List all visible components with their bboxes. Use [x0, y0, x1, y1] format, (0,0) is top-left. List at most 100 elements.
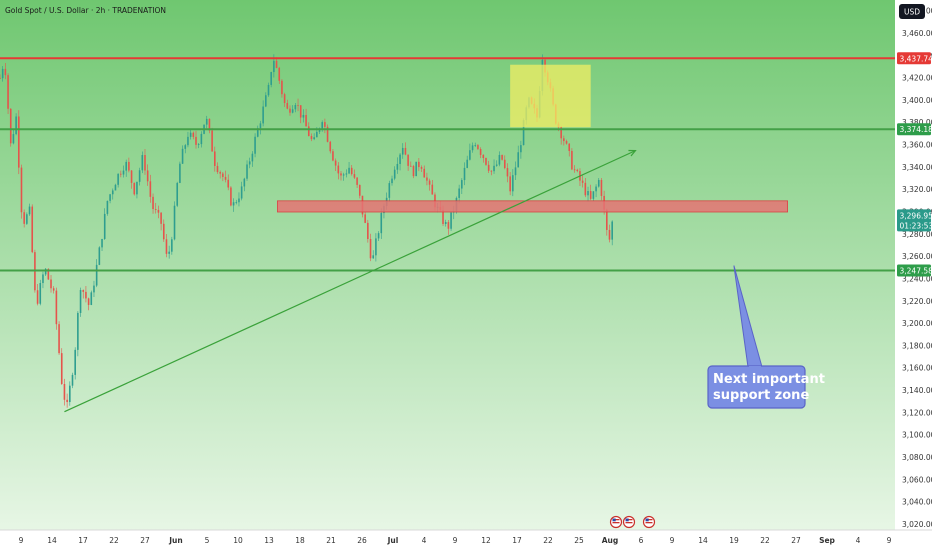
candle-body	[136, 181, 138, 195]
y-tick-label: 3,320.00	[902, 185, 932, 194]
candle-body	[189, 132, 192, 137]
x-tick-label: Jul	[387, 536, 399, 545]
candle-body	[565, 141, 568, 144]
time-axis[interactable]: 9 14 17 22 27 Jun 5 10 13 18 21 26 Jul 4 9 12 17 22 25 Aug 6…	[19, 536, 892, 545]
candle-body	[265, 95, 267, 107]
y-tick-label: 3,400.00	[902, 96, 932, 105]
candle-body	[316, 131, 318, 138]
events-layer[interactable]	[609, 515, 656, 529]
candle-body	[1, 68, 4, 79]
y-tick-label: 3,420.00	[902, 74, 932, 83]
candle-body	[506, 168, 509, 177]
trendline-layer[interactable]	[64, 149, 637, 413]
candle-body	[248, 161, 251, 165]
candle-body	[423, 168, 426, 178]
candle-body	[31, 206, 34, 253]
candle-body	[501, 154, 503, 160]
candle-body	[79, 290, 82, 313]
candle-body	[211, 130, 213, 152]
x-tick-label: 21	[326, 536, 336, 545]
candle-body	[152, 196, 154, 210]
candle-body	[278, 67, 281, 81]
candle-body	[291, 109, 294, 113]
candle-body	[342, 174, 345, 176]
candle-body	[444, 222, 447, 224]
time-axis-background	[0, 530, 932, 550]
candle-body	[95, 264, 98, 286]
us-flag-icon[interactable]	[622, 515, 636, 529]
candle-body	[466, 159, 468, 168]
candle-body	[157, 209, 160, 213]
y-tick-label: 3,020.00	[902, 520, 932, 529]
candle-body	[232, 202, 235, 206]
flag-stripe	[645, 519, 653, 521]
y-tick-label: 3,460.00	[902, 29, 932, 38]
candle-body	[12, 134, 15, 144]
flag-stripe	[625, 522, 633, 524]
x-tick-label: 5	[205, 536, 210, 545]
candle-body	[192, 132, 195, 137]
candle-body	[101, 238, 103, 248]
candle-body	[498, 154, 501, 165]
candle-body	[42, 274, 44, 284]
candle-body	[482, 154, 485, 158]
candle-body	[418, 161, 420, 168]
candle-body	[326, 126, 329, 142]
trendline[interactable]	[64, 150, 636, 413]
candle-body	[340, 173, 342, 176]
candle-body	[44, 268, 47, 275]
candle-body	[20, 167, 23, 213]
candle-body	[219, 172, 221, 174]
candle-body	[396, 163, 399, 170]
highlight-top[interactable]	[510, 64, 591, 128]
candle-body	[391, 178, 393, 184]
candle-body	[240, 186, 243, 199]
candle-body	[321, 122, 323, 129]
flag-stripe	[625, 519, 633, 521]
x-tick-label: 14	[698, 536, 708, 545]
candle-body	[197, 144, 200, 145]
candle-body	[426, 177, 428, 181]
candle-body	[98, 247, 101, 265]
candle-body	[600, 179, 603, 196]
candle-body	[243, 178, 246, 187]
flag-stripe	[645, 522, 653, 524]
candle-body	[77, 312, 79, 350]
candle-body	[52, 288, 55, 291]
us-flag-icon[interactable]	[642, 515, 656, 529]
svg-text:USD: USD	[904, 8, 920, 17]
x-tick-label: 22	[543, 536, 553, 545]
candle-body	[458, 188, 460, 198]
candle-body	[82, 290, 85, 292]
candle-body	[90, 292, 93, 305]
candle-body	[393, 169, 396, 179]
candle-body	[23, 212, 25, 224]
zones-layer	[277, 64, 789, 213]
candle-body	[60, 353, 63, 384]
currency-button[interactable]: USD	[899, 4, 925, 19]
candle-body	[28, 206, 31, 215]
candle-body	[560, 127, 562, 139]
resistance-turned-zone[interactable]	[277, 200, 789, 213]
us-flag-icon[interactable]	[609, 515, 623, 529]
candle-body	[606, 209, 608, 230]
candle-body	[364, 214, 366, 223]
x-tick-label: 9	[887, 536, 892, 545]
candle-body	[329, 141, 332, 152]
chart-title: Gold Spot / U.S. Dollar · 2h · TRADENATI…	[5, 6, 166, 15]
candle-body	[485, 157, 487, 165]
candle-body	[509, 176, 511, 192]
candle-body	[294, 105, 297, 110]
y-tick-label: 3,240.00	[902, 274, 932, 283]
candle-body	[503, 159, 506, 169]
candle-body	[595, 186, 597, 192]
price-axis[interactable]: 3,480.003,460.003,440.003,420.003,400.00…	[902, 7, 932, 529]
x-tick-label: 4	[422, 536, 427, 545]
candle-body	[388, 183, 391, 198]
candle-body	[345, 173, 348, 175]
candle-body	[608, 229, 611, 240]
candle-body	[592, 191, 595, 199]
candle-body	[471, 145, 474, 151]
